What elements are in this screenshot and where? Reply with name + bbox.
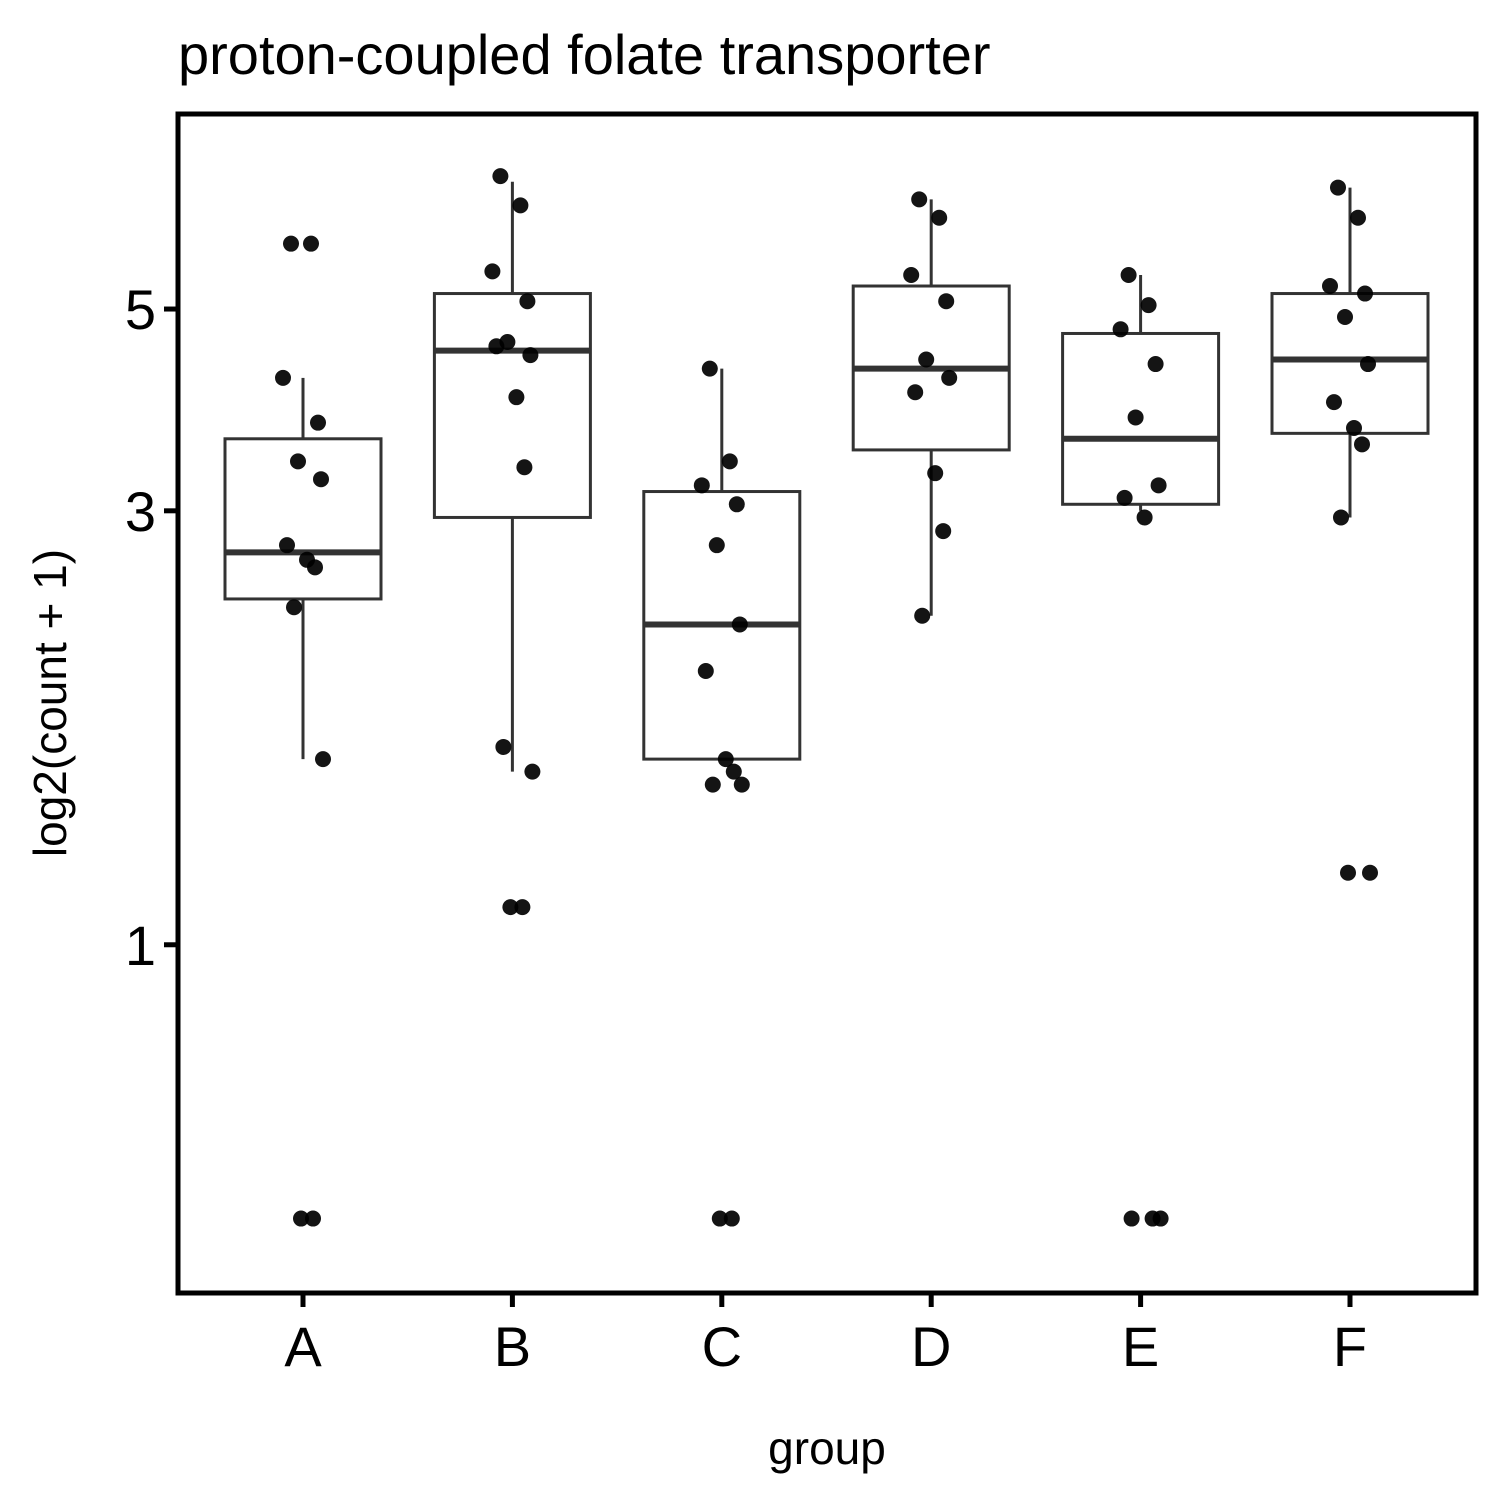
y-axis-label: log2(count + 1): [24, 549, 76, 857]
data-point: [728, 496, 745, 513]
data-point: [516, 459, 533, 476]
data-point: [701, 360, 718, 377]
data-point: [938, 293, 955, 310]
data-point: [1127, 409, 1144, 426]
data-point: [1354, 436, 1370, 453]
data-point: [307, 559, 323, 576]
data-point: [286, 599, 302, 616]
box-iqr: [432, 292, 592, 519]
data-point: [731, 616, 748, 633]
data-point: [1346, 419, 1362, 436]
data-point: [519, 293, 536, 310]
data-point: [1333, 509, 1349, 526]
data-point: [1362, 864, 1378, 881]
data-point: [492, 168, 509, 185]
box-group-c: [642, 368, 802, 761]
data-point: [514, 899, 531, 916]
data-point: [918, 351, 935, 368]
points-group-f: [1322, 179, 1378, 881]
chart-title: proton-coupled folate transporter: [178, 23, 991, 86]
x-tick-label: E: [1122, 1315, 1159, 1378]
data-point: [697, 662, 714, 679]
box-group-b: [432, 181, 592, 772]
x-tick-label: D: [911, 1315, 951, 1378]
data-point: [1120, 266, 1137, 283]
data-point: [1350, 209, 1366, 226]
data-point: [310, 414, 326, 431]
data-point: [315, 751, 331, 768]
data-point: [717, 751, 734, 768]
box-group-f: [1270, 187, 1430, 518]
data-point: [721, 453, 738, 470]
data-point: [1112, 321, 1129, 338]
data-point: [941, 369, 958, 386]
data-point: [927, 465, 944, 482]
data-point: [914, 607, 931, 624]
data-point: [911, 191, 928, 208]
data-point: [283, 235, 299, 252]
data-point: [1136, 509, 1153, 526]
data-point: [723, 1210, 740, 1227]
data-point: [1123, 1210, 1140, 1227]
y-tick-label: 1: [125, 914, 156, 977]
x-axis-label: group: [768, 1422, 886, 1474]
data-point: [708, 537, 725, 554]
x-tick-label: B: [494, 1315, 531, 1378]
plot-panel-border: [175, 111, 1479, 1296]
data-point: [1152, 1210, 1169, 1227]
data-point: [1140, 297, 1157, 314]
data-point: [1357, 285, 1373, 302]
data-point: [293, 1210, 309, 1227]
data-point: [524, 763, 541, 780]
data-point: [733, 776, 750, 793]
data-point: [495, 738, 512, 755]
data-point: [303, 235, 319, 252]
data-point: [693, 477, 710, 494]
box-group-e: [1061, 274, 1221, 511]
data-point: [725, 763, 742, 780]
x-tick-label: C: [702, 1315, 742, 1378]
data-point: [1147, 356, 1164, 373]
y-tick-label: 3: [125, 480, 156, 543]
data-point: [275, 369, 291, 386]
data-point: [1340, 864, 1356, 881]
data-point: [522, 347, 539, 364]
data-point: [1326, 394, 1342, 411]
x-axis: A B C D E F: [284, 1293, 1367, 1378]
points-group-e: [1112, 266, 1169, 1227]
points-group-d: [903, 191, 958, 624]
x-tick-label: F: [1333, 1315, 1367, 1378]
data-point: [935, 523, 952, 540]
y-tick-label: 5: [125, 278, 156, 341]
data-point: [711, 1210, 728, 1227]
data-point: [1116, 489, 1133, 506]
points-group-a: [275, 235, 331, 1227]
data-point: [931, 209, 948, 226]
points-group-c: [693, 360, 750, 1227]
data-point: [1150, 477, 1167, 494]
data-point: [279, 537, 295, 554]
data-point: [290, 453, 306, 470]
points-group-b: [484, 168, 541, 916]
data-point: [484, 263, 501, 280]
box-group-a: [223, 377, 383, 760]
y-axis: 1 3 5: [125, 278, 178, 977]
data-point: [488, 338, 505, 355]
data-point: [313, 471, 329, 488]
data-point: [508, 389, 525, 406]
data-point: [1330, 179, 1346, 196]
data-point: [512, 197, 529, 214]
data-point: [1360, 356, 1376, 373]
box-group-d: [851, 199, 1011, 616]
data-point: [704, 776, 721, 793]
data-point: [1337, 309, 1353, 326]
data-point: [903, 266, 920, 283]
data-point: [907, 384, 924, 401]
data-point: [1322, 278, 1338, 295]
data-point: [502, 899, 519, 916]
data-point: [305, 1210, 321, 1227]
plot-area: [223, 168, 1430, 1227]
x-tick-label: A: [284, 1315, 322, 1378]
